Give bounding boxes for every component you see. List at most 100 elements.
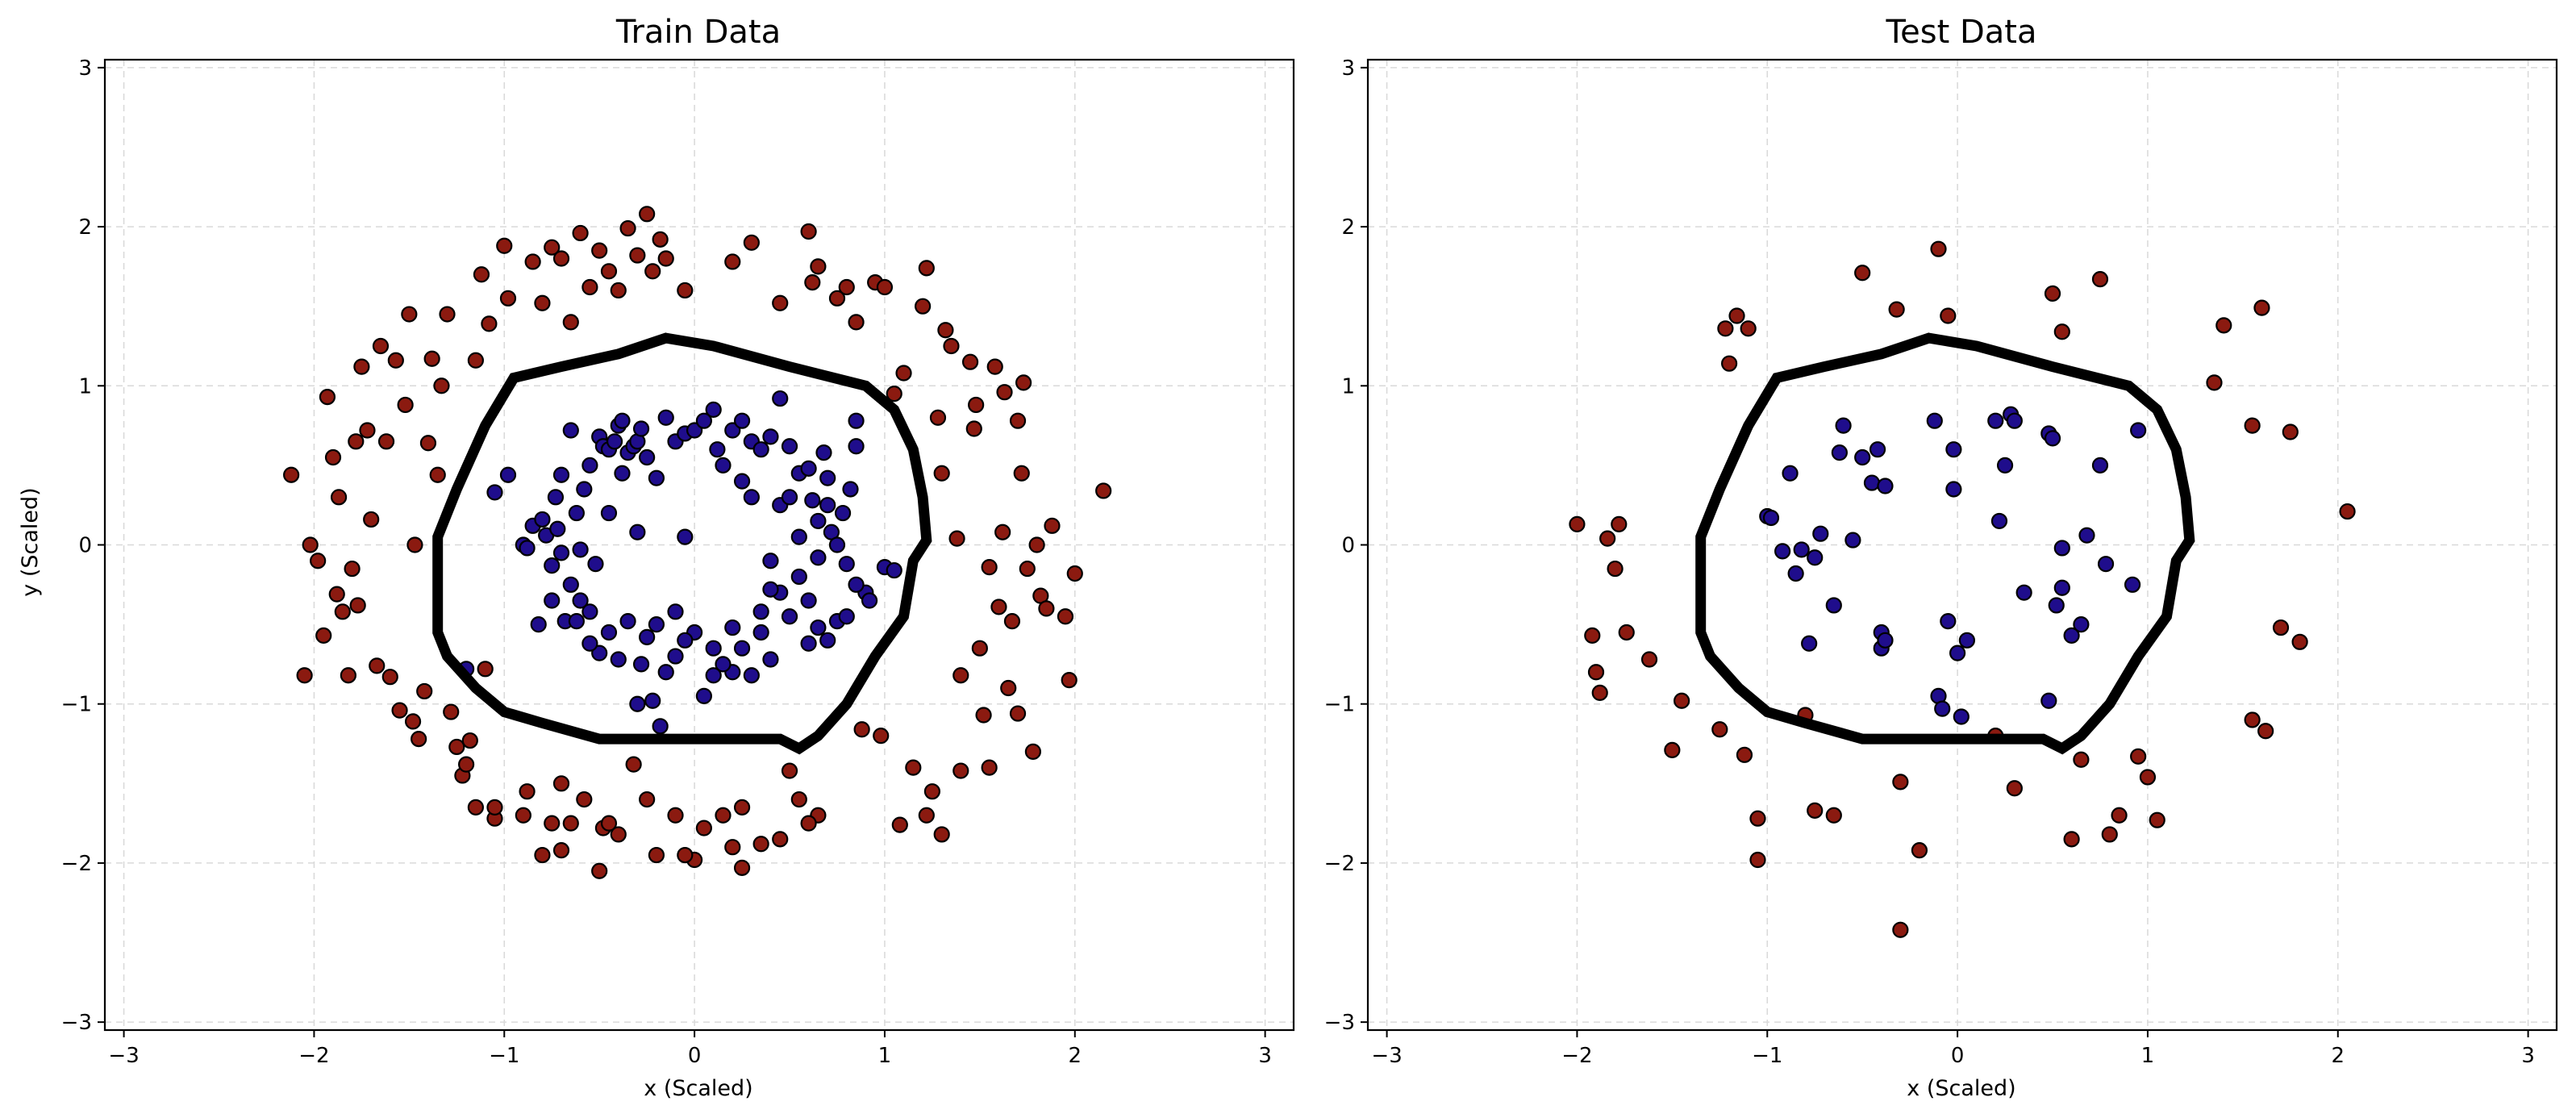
data-point	[828, 290, 846, 307]
data-point	[572, 224, 589, 242]
data-point	[667, 807, 684, 824]
data-point	[990, 599, 1007, 615]
data-point	[1877, 478, 1894, 494]
data-point	[644, 263, 661, 280]
y-tick-label: 0	[1341, 534, 1355, 558]
data-point	[933, 465, 950, 482]
data-point	[804, 273, 821, 291]
data-point	[873, 728, 890, 745]
data-point	[1674, 692, 1690, 709]
data-point	[2091, 271, 2109, 288]
data-point	[1987, 412, 2004, 429]
data-point	[519, 540, 536, 557]
data-point	[848, 438, 865, 455]
data-point	[639, 206, 656, 223]
data-point	[552, 842, 570, 859]
data-point	[790, 568, 807, 586]
data-point	[2339, 503, 2356, 520]
data-point	[1911, 842, 1928, 859]
data-point	[975, 707, 992, 724]
data-point	[1611, 515, 1628, 532]
data-point	[632, 420, 650, 437]
data-point	[591, 862, 608, 879]
data-point	[819, 497, 836, 514]
data-point	[2139, 769, 2157, 786]
data-point	[1854, 448, 1871, 466]
data-point	[1958, 632, 1975, 649]
data-point	[1863, 474, 1881, 491]
data-point	[667, 603, 684, 620]
data-point	[381, 669, 398, 686]
data-point	[2091, 457, 2109, 473]
data-point	[401, 306, 418, 323]
data-point	[952, 667, 969, 684]
data-point	[1892, 921, 1909, 938]
decision-boundary	[432, 332, 932, 755]
data-point	[1888, 301, 1905, 318]
data-point	[572, 541, 589, 558]
data-point	[762, 581, 779, 598]
data-point	[1024, 743, 1041, 760]
x-tick-label: 3	[1258, 1044, 1272, 1068]
data-point	[639, 628, 656, 645]
data-point	[1720, 355, 1738, 372]
data-point	[1569, 515, 1586, 532]
data-point	[848, 314, 865, 331]
data-point	[781, 762, 798, 779]
y-tick-label: 3	[1341, 56, 1355, 81]
data-point	[1990, 512, 2008, 530]
data-point	[1587, 664, 1605, 681]
data-point	[369, 657, 386, 674]
data-point	[677, 632, 694, 649]
data-point	[534, 846, 551, 864]
data-point	[544, 815, 561, 832]
data-point	[2244, 417, 2261, 434]
data-point	[296, 667, 313, 684]
data-point	[1009, 412, 1027, 429]
data-point	[743, 489, 760, 506]
x-axis-label: x (Scaled)	[1907, 1076, 2015, 1101]
data-point	[2130, 422, 2147, 439]
data-point	[1607, 560, 1624, 578]
data-point	[2253, 299, 2270, 316]
data-point	[1762, 509, 1780, 527]
data-point	[1934, 700, 1951, 717]
data-point	[918, 260, 935, 277]
data-point	[330, 489, 348, 506]
data-point	[344, 560, 361, 578]
data-point	[534, 511, 551, 528]
data-point	[629, 695, 646, 712]
y-tick-label: 0	[78, 534, 92, 558]
data-point	[1996, 457, 2014, 473]
data-point	[457, 756, 475, 773]
data-point	[810, 549, 827, 566]
data-point	[1793, 541, 1810, 558]
data-point	[2015, 584, 2032, 601]
data-point	[705, 401, 722, 418]
data-point	[800, 460, 817, 477]
data-point	[695, 412, 712, 429]
data-point	[724, 839, 741, 856]
data-point	[568, 504, 585, 522]
y-tick-label: −2	[1324, 852, 1355, 876]
data-point	[530, 616, 547, 633]
data-point	[524, 253, 541, 270]
data-point	[1812, 525, 1829, 542]
data-point	[1009, 705, 1027, 722]
data-point	[544, 592, 561, 609]
data-point	[1095, 482, 1112, 499]
data-point	[810, 512, 827, 530]
data-point	[968, 396, 985, 414]
data-point	[762, 651, 779, 668]
data-point	[815, 444, 832, 461]
data-point	[652, 718, 669, 735]
data-point	[349, 597, 366, 614]
data-point	[334, 603, 351, 620]
data-point	[1749, 851, 1766, 869]
data-point	[923, 783, 941, 800]
data-point	[448, 738, 465, 756]
data-point	[1599, 530, 1616, 547]
data-point	[961, 353, 979, 370]
data-point	[419, 435, 437, 452]
data-point	[1825, 807, 1842, 824]
